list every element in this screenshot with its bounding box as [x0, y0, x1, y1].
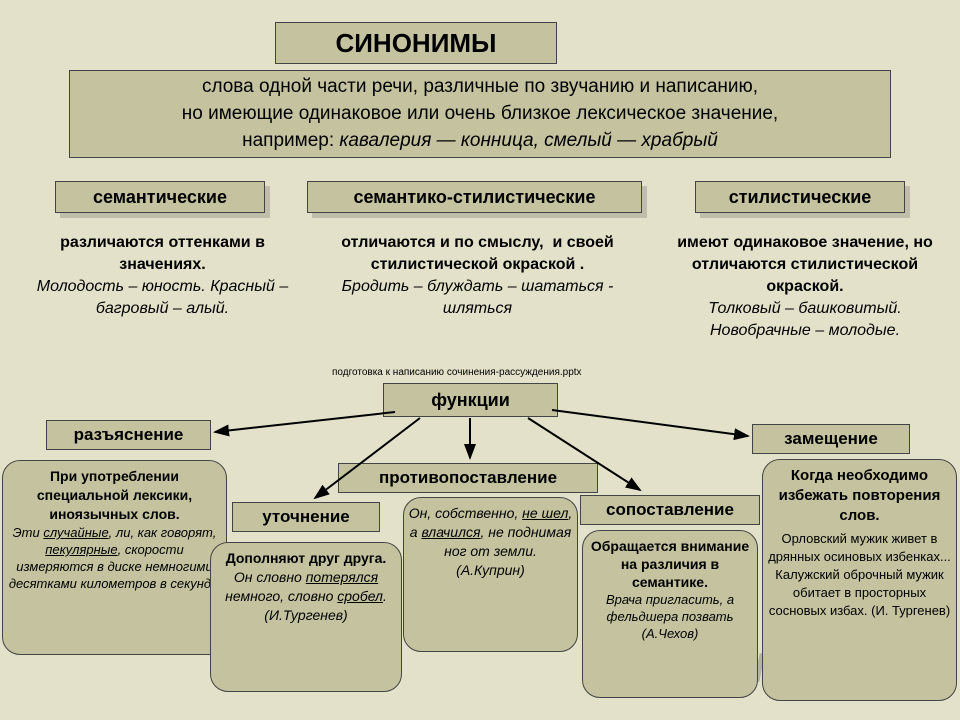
explain-desc: При употреблении специальной лексики, ин… — [2, 460, 227, 655]
semstyl-desc: отличаются и по смыслу, и своей стилисти… — [320, 232, 635, 320]
file-caption: подготовка к написанию сочинения-рассужд… — [332, 367, 632, 378]
semantic-desc: различаются оттенками в значениях. Молод… — [35, 232, 290, 320]
func-replace: замещение — [752, 424, 910, 454]
func-clarify: уточнение — [232, 502, 380, 532]
type-stylistic: стилистические — [695, 181, 905, 213]
def-line1: слова одной части речи, различные по зву… — [70, 73, 890, 100]
func-oppose: противопоставление — [338, 463, 598, 493]
def-line2: но имеющие одинаковое или очень близкое … — [70, 100, 890, 127]
func-explain: разъяснение — [46, 420, 211, 450]
type-semantic: семантические — [55, 181, 265, 213]
replace-desc: Когда необходимо избежать повторения сло… — [762, 459, 957, 701]
oppose-desc: Он, собственно, не шел, а влачился, не п… — [403, 497, 578, 652]
title-box: СИНОНИМЫ — [275, 22, 557, 64]
functions-box: функции — [383, 383, 558, 417]
definition-box: слова одной части речи, различные по зву… — [69, 70, 891, 158]
clarify-desc: Дополняют друг друга. Он словно потерялс… — [210, 542, 402, 692]
def-line3: например: кавалерия — конница, смелый — … — [70, 127, 890, 154]
stylistic-desc: имеют одинаковое значение, но отличаются… — [665, 232, 945, 342]
type-semstyl: семантико-стилистические — [307, 181, 642, 213]
func-compare: сопоставление — [580, 495, 760, 525]
compare-desc: Обращается внимание на различия в семант… — [582, 530, 758, 698]
